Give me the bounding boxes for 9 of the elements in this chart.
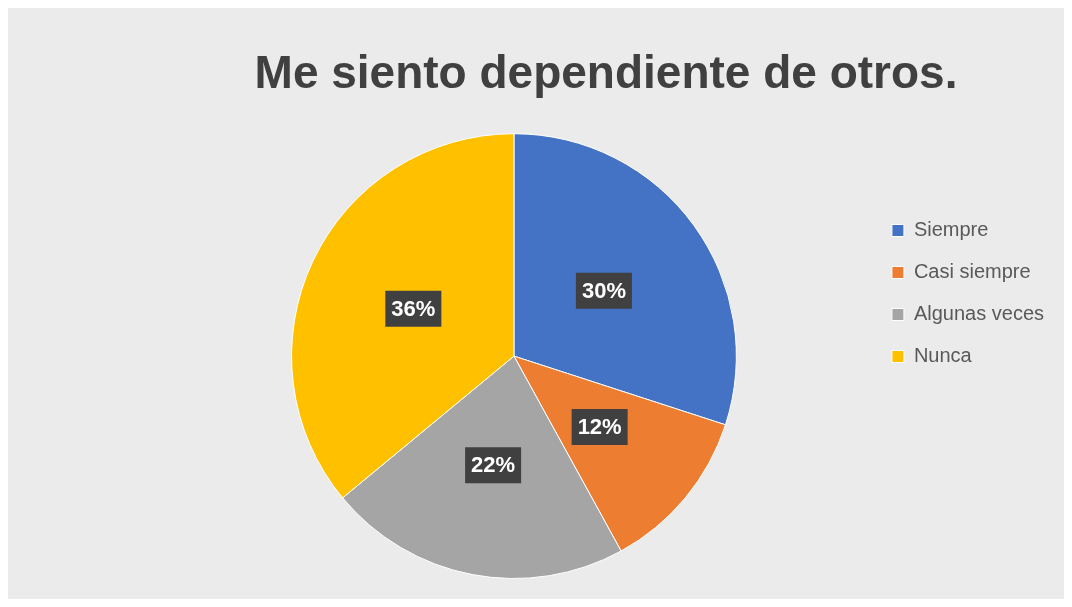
legend-label: Casi siempre [913, 260, 1031, 283]
legend-label: Siempre [913, 218, 989, 241]
chart-title: Me siento dependiente de otros. [254, 46, 958, 99]
data-label: 36% [391, 295, 436, 321]
legend-label: Nunca [913, 344, 973, 367]
data-label: 12% [577, 414, 622, 440]
legend-label: Algunas veces [913, 302, 1044, 325]
data-label: 30% [581, 277, 626, 303]
data-label: 22% [471, 452, 516, 478]
